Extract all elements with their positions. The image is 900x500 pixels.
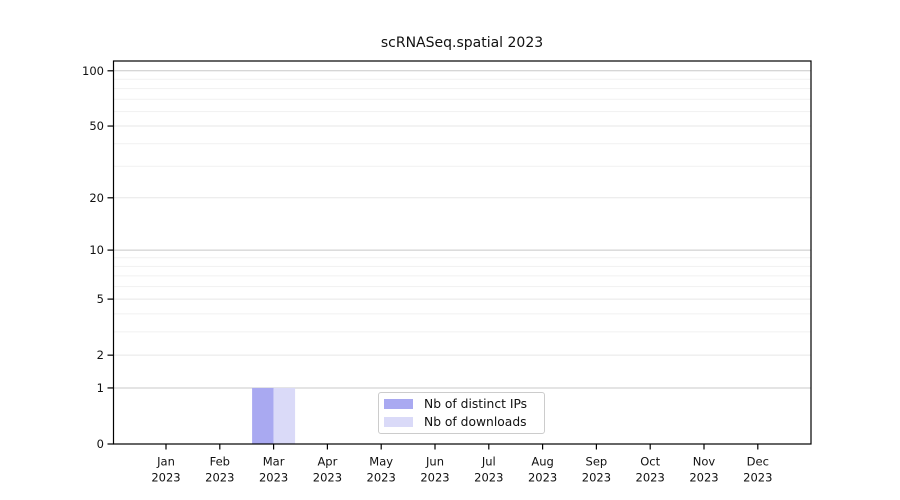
y-tick-label: 10 xyxy=(89,243,104,257)
legend-item-nb-of-downloads: Nb of downloads xyxy=(384,415,540,429)
x-tick-label-month: Apr xyxy=(317,455,337,469)
x-tick-label-month: Oct xyxy=(640,455,660,469)
x-tick-label-month: Jul xyxy=(481,455,496,469)
x-tick-label-year: 2023 xyxy=(474,471,503,485)
x-tick-label-year: 2023 xyxy=(689,471,718,485)
x-tick-label-year: 2023 xyxy=(636,471,665,485)
x-tick-label-month: Jun xyxy=(425,455,444,469)
x-tick-label-month: Mar xyxy=(263,455,285,469)
y-tick-label: 2 xyxy=(97,348,104,362)
x-tick-label-month: Aug xyxy=(531,455,553,469)
legend-label: Nb of distinct IPs xyxy=(424,397,528,411)
x-tick-label-year: 2023 xyxy=(743,471,772,485)
plot-frame xyxy=(112,60,812,445)
x-tick-label-year: 2023 xyxy=(367,471,396,485)
y-tick-label: 20 xyxy=(89,191,104,205)
x-tick-label-year: 2023 xyxy=(151,471,180,485)
x-tick-label-year: 2023 xyxy=(582,471,611,485)
y-tick-label: 100 xyxy=(82,64,104,78)
x-tick-label-year: 2023 xyxy=(420,471,449,485)
legend-swatch-nb-of-distinct-ips xyxy=(384,399,413,409)
y-tick-label: 50 xyxy=(89,119,104,133)
x-tick-label-month: May xyxy=(369,455,393,469)
legend-swatch-nb-of-downloads xyxy=(384,417,413,427)
chart-title: scRNASeq.spatial 2023 xyxy=(380,35,544,51)
x-tick-label-year: 2023 xyxy=(313,471,342,485)
y-tick-label: 5 xyxy=(97,292,104,306)
bar-nb-of-distinct-ips-mar-2023 xyxy=(252,387,274,444)
x-tick-label-year: 2023 xyxy=(259,471,288,485)
y-tick-label: 1 xyxy=(97,381,104,395)
x-tick-label-year: 2023 xyxy=(528,471,557,485)
x-tick-label-month: Feb xyxy=(210,455,230,469)
y-tick-label: 0 xyxy=(97,437,104,451)
x-tick-label-month: Jan xyxy=(156,455,175,469)
legend-label: Nb of downloads xyxy=(424,415,527,429)
x-tick-label-month: Sep xyxy=(586,455,608,469)
x-tick-label-month: Dec xyxy=(747,455,769,469)
bar-nb-of-downloads-mar-2023 xyxy=(273,387,296,444)
legend-item-nb-of-distinct-ips: Nb of distinct IPs xyxy=(384,397,540,411)
chart-legend: Nb of distinct IPs Nb of downloads xyxy=(378,392,545,434)
x-tick-label-year: 2023 xyxy=(205,471,234,485)
x-tick-label-month: Nov xyxy=(693,455,716,469)
